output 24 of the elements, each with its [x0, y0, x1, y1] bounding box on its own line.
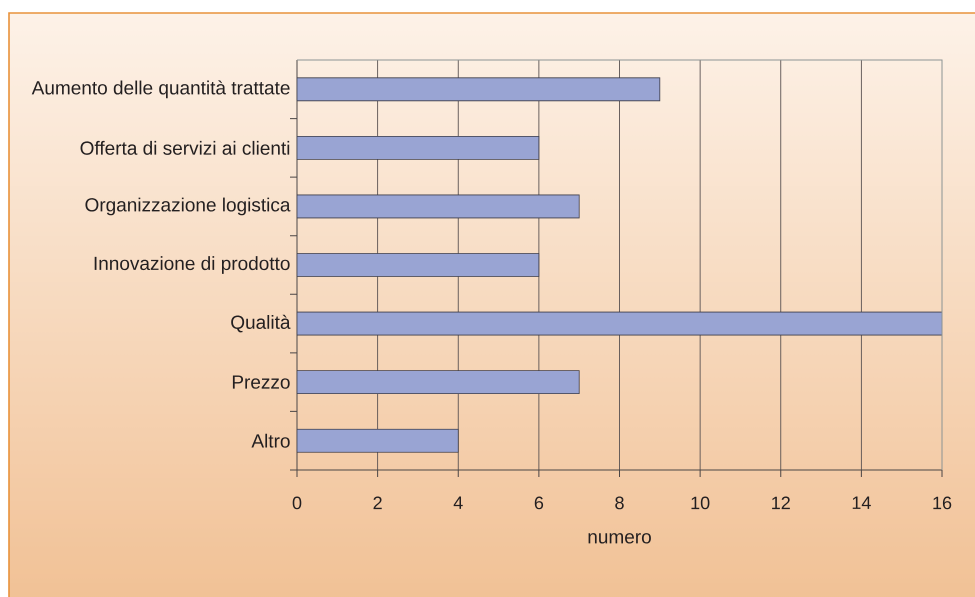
y-tick-label: Prezzo — [232, 376, 290, 389]
x-tick-label: 12 — [772, 496, 790, 510]
x-tick-label: 14 — [852, 496, 871, 509]
x-tick-label: 16 — [933, 496, 952, 510]
y-tick-label: Innovazione di prodotto — [94, 256, 290, 274]
x-tick-label: 4 — [454, 496, 463, 509]
bar — [296, 370, 580, 394]
bar — [296, 77, 660, 102]
y-tick-label: Aumento delle quantità trattate — [32, 80, 290, 98]
y-tick-label: Organizzazione logistica — [85, 198, 290, 216]
y-tick-label: Qualità — [231, 314, 290, 332]
bar — [296, 253, 540, 277]
bar — [296, 312, 942, 336]
x-tick-label: 2 — [374, 496, 382, 510]
x-tick-label: 6 — [534, 496, 544, 510]
y-tick-label: Offerta di servizi ai clienti — [80, 140, 290, 155]
bar — [296, 428, 459, 453]
x-axis-title: numero — [588, 533, 651, 544]
x-tick-label: 0 — [292, 496, 302, 510]
bar — [296, 194, 580, 218]
y-tick-label: Altro — [251, 434, 290, 448]
bar — [296, 136, 540, 160]
x-tick-label: 8 — [615, 496, 624, 510]
x-tick-label: 10 — [691, 496, 710, 510]
